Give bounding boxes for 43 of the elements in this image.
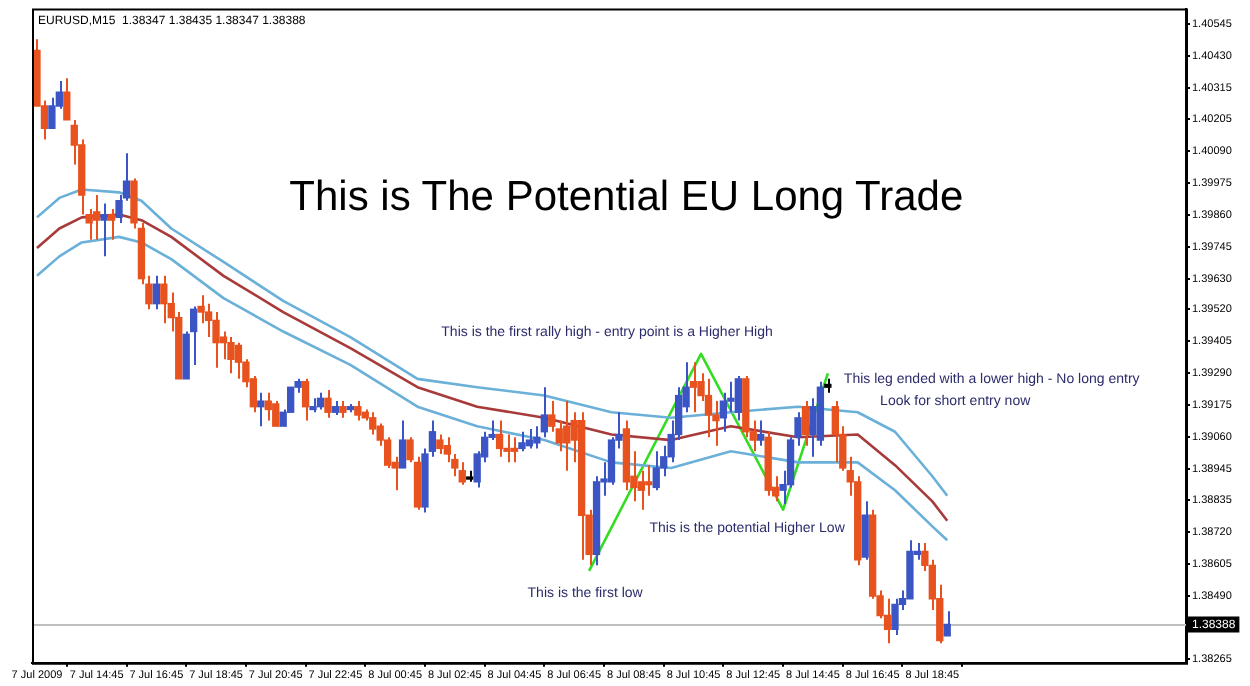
candlestick	[234, 341, 243, 380]
candlestick	[204, 302, 213, 339]
candlestick	[301, 377, 310, 422]
candlestick	[160, 274, 168, 325]
candlestick	[227, 336, 235, 375]
candlestick	[190, 305, 198, 366]
candlestick	[891, 597, 899, 636]
candlestick	[413, 455, 422, 511]
candlestick	[458, 461, 466, 486]
candlestick	[689, 361, 698, 414]
candlestick	[734, 375, 742, 422]
candlestick	[525, 427, 534, 450]
candlestick	[518, 430, 526, 453]
candlestick	[861, 500, 869, 561]
candlestick	[182, 330, 190, 380]
candlestick	[801, 400, 810, 447]
candlestick	[704, 377, 713, 439]
candlestick	[406, 436, 414, 464]
candlestick	[563, 400, 571, 472]
candlestick	[883, 597, 892, 645]
candlestick	[272, 400, 280, 428]
candlestick	[652, 450, 660, 492]
candlestick	[107, 208, 116, 241]
candlestick	[257, 391, 265, 428]
candlestick	[63, 77, 71, 121]
candlestick	[212, 311, 220, 369]
candlestick	[436, 433, 444, 456]
candlestick	[152, 274, 161, 311]
candlestick	[510, 436, 519, 464]
candlestick	[757, 419, 765, 447]
candlestick	[48, 96, 56, 130]
candlestick	[324, 388, 332, 419]
candlestick	[943, 610, 951, 637]
candlestick	[354, 400, 362, 422]
candlestick	[264, 391, 272, 422]
candlestick	[369, 411, 377, 436]
candlestick	[645, 464, 653, 497]
candlestick	[100, 202, 108, 258]
candlestick	[398, 419, 407, 469]
text: This is The Potential EU Long Trade	[289, 173, 964, 220]
candlestick	[495, 419, 504, 458]
candlestick	[93, 194, 101, 241]
candlestick	[831, 400, 839, 464]
